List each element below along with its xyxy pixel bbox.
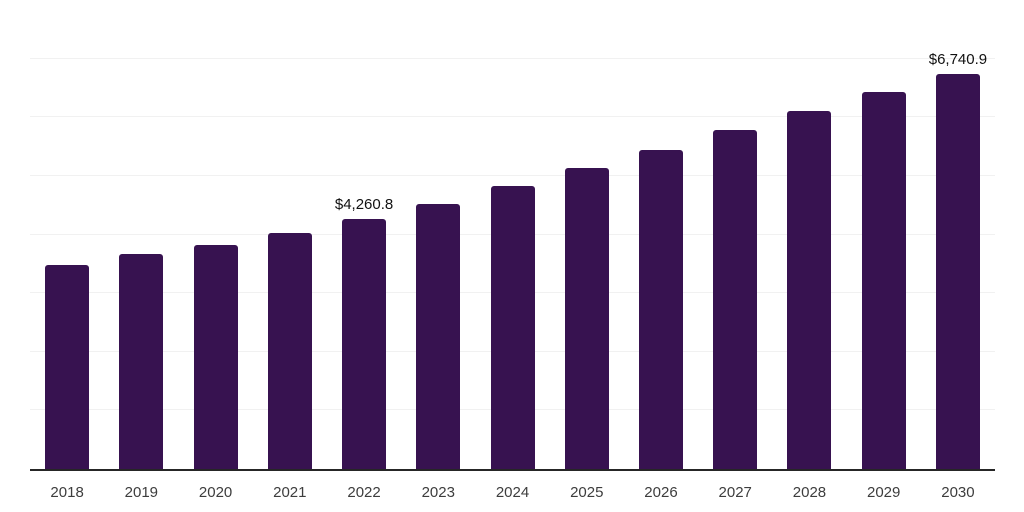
gridline-6000 <box>30 116 995 118</box>
bar-2018 <box>45 265 90 469</box>
x-tick-2028: 2028 <box>792 484 827 501</box>
bar-slot-2028 <box>772 2 846 469</box>
x-tick-2018: 2018 <box>50 484 84 501</box>
x-axis: 2018 2019 2020 2021 2022 2023 2024 2025 2026 2027… <box>30 473 995 500</box>
bar-slot-2018 <box>30 2 104 469</box>
bar-2022 <box>342 219 387 469</box>
bar-2020 <box>193 245 238 469</box>
value-label-2030: $6,740.9 <box>928 50 988 68</box>
bar-slot-2022: $4,260.8 <box>327 2 401 469</box>
bar-2029 <box>861 92 906 469</box>
bar-2019 <box>119 253 164 469</box>
bar-2030 <box>935 73 980 469</box>
x-tick-2019: 2019 <box>124 484 159 501</box>
bar-slot-2020 <box>178 2 252 469</box>
bar-slot-2026 <box>624 2 698 469</box>
x-tick-2021: 2021 <box>273 484 307 501</box>
bar-slot-2030: $6,740.9 <box>921 2 995 469</box>
x-tick-2025: 2025 <box>570 484 604 501</box>
x-tick-2027: 2027 <box>718 484 752 501</box>
bar-2024 <box>490 185 535 469</box>
x-tick-2026: 2026 <box>644 484 678 501</box>
x-tick-2023: 2023 <box>421 484 455 501</box>
gridline-5000 <box>30 174 995 176</box>
x-tick-2029: 2029 <box>867 484 901 501</box>
bars-layer: $4,260.8 $6,740.9 <box>30 2 995 469</box>
x-tick-2022: 2022 <box>347 484 381 501</box>
bar-2021 <box>267 233 312 469</box>
bar-2026 <box>638 149 683 469</box>
bar-2027 <box>713 130 758 469</box>
bar-slot-2024 <box>475 2 549 469</box>
value-label-2022: $4,260.8 <box>334 196 394 214</box>
bar-slot-2025 <box>550 2 624 469</box>
x-tick-2030: 2030 <box>941 484 975 501</box>
bar-2025 <box>564 167 609 469</box>
bar-slot-2019 <box>104 2 178 469</box>
bar-2028 <box>787 111 832 469</box>
bar-slot-2027 <box>698 2 772 469</box>
bar-slot-2021 <box>253 2 327 469</box>
bar-slot-2029 <box>847 2 921 469</box>
x-tick-2020: 2020 <box>198 484 233 501</box>
plot-area: $4,260.8 $6,740.9 <box>30 2 995 471</box>
bar-slot-2023 <box>401 2 475 469</box>
gridline-7000 <box>30 57 995 59</box>
bar-2023 <box>416 204 461 469</box>
x-tick-2024: 2024 <box>495 484 530 501</box>
